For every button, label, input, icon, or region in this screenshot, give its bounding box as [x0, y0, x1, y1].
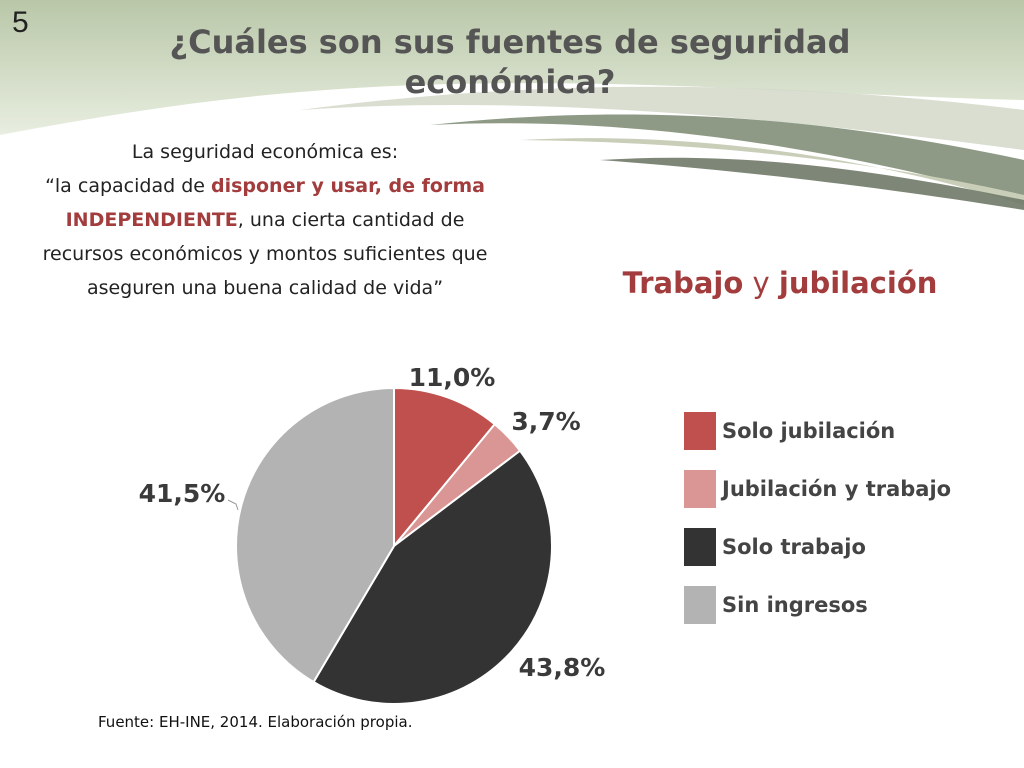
legend-swatch — [684, 528, 716, 566]
definition-intro: La seguridad económica es: — [131, 141, 399, 163]
definition-block: La seguridad económica es: “la capacidad… — [40, 135, 490, 305]
chart-subtitle: Trabajo y jubilación — [590, 266, 970, 300]
subtitle-retirement: jubilación — [778, 266, 938, 300]
source-note: Fuente: EH-INE, 2014. Elaboración propia… — [98, 713, 413, 731]
pie-chart: 11,0% 3,7% 43,8% 41,5% — [139, 363, 606, 705]
quote-end: , una cierta cantidad de recursos económ… — [42, 209, 488, 299]
subtitle-work: Trabajo — [622, 266, 744, 300]
legend-swatch — [684, 586, 716, 624]
legend-item-1: Jubilación y trabajo — [684, 470, 951, 508]
quote-start: “la capacidad de — [45, 175, 211, 197]
legend-label: Solo trabajo — [722, 535, 866, 559]
data-label-0: 11,0% — [409, 363, 496, 392]
data-label-1: 3,7% — [511, 407, 580, 436]
legend-item-0: Solo jubilación — [684, 412, 951, 450]
quote-highlight: disponer y usar, de forma INDEPENDIENTE — [65, 175, 485, 231]
legend-swatch — [684, 470, 716, 508]
pie-slice-2 — [312, 449, 553, 705]
legend-item-3: Sin ingresos — [684, 586, 951, 624]
chart-legend: Solo jubilación Jubilación y trabajo Solo … — [684, 412, 951, 644]
page-title: ¿Cuáles son sus fuentes de seguridad eco… — [169, 23, 851, 101]
header-banner — [0, 0, 1024, 210]
pie-slice-3 — [235, 386, 395, 684]
legend-label: Solo jubilación — [722, 419, 896, 443]
legend-item-2: Solo trabajo — [684, 528, 951, 566]
slide-number: 5 — [12, 6, 29, 39]
pie-slice-0 — [393, 386, 497, 549]
subtitle-connector: y — [752, 266, 770, 300]
leader-line — [227, 499, 239, 511]
legend-swatch — [684, 412, 716, 450]
definition-quote: “la capacidad de disponer y usar, de for… — [40, 169, 490, 305]
legend-label: Jubilación y trabajo — [722, 477, 952, 501]
legend-label: Sin ingresos — [722, 593, 868, 617]
data-label-3: 41,5% — [139, 479, 226, 508]
data-label-2: 43,8% — [519, 653, 606, 682]
